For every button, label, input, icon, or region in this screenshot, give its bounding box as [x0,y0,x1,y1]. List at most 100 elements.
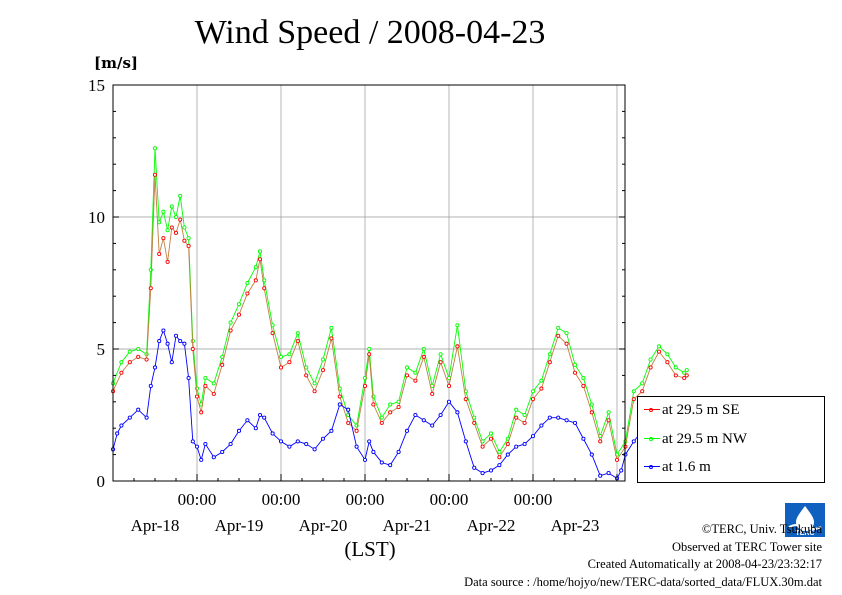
data-point [556,415,561,420]
data-point [505,452,510,457]
data-point [606,410,611,415]
data-point [178,193,183,198]
data-point [329,428,334,433]
data-point [220,449,225,455]
data-point [165,341,170,346]
data-point [262,286,267,291]
data-point [157,339,162,344]
data-point [656,349,662,354]
data-point [413,412,418,418]
data-point [295,339,300,344]
data-point [262,415,267,420]
data-point [152,146,158,151]
data-point [278,365,284,370]
legend-label-nw: at 29.5 m NW [662,430,747,447]
data-point [421,418,426,423]
data-point [119,423,124,428]
data-point [236,302,242,307]
data-point [367,439,372,444]
data-point [589,410,594,415]
data-point [673,373,678,378]
data-point [438,360,443,365]
data-point [656,344,662,349]
data-point [354,444,359,449]
data-point [547,415,552,420]
data-point [228,320,233,325]
data-point [152,172,158,177]
x-tick-date: Apr-23 [551,516,600,535]
data-point [572,362,578,367]
data-point [329,336,334,341]
data-point [287,444,292,449]
data-point [329,325,334,330]
data-point [148,383,153,389]
data-point [199,457,204,462]
y-tick-label: 5 [97,340,106,359]
data-point [388,463,393,468]
data-point [684,373,689,378]
data-point [488,468,494,473]
data-point [136,346,141,352]
data-point [257,257,263,262]
data-point [182,341,187,346]
legend-item-low: at 1.6 m [644,456,711,478]
data-point [220,362,225,367]
data-point [480,471,485,476]
data-point [169,204,174,209]
data-point [421,354,426,359]
data-point [173,230,179,235]
data-point [337,394,342,399]
credits-block: ©TERC, Univ. Tsukuba Observed at TERC To… [464,521,822,591]
legend-marker-se [644,407,660,412]
data-point [404,373,410,378]
data-point [119,360,124,365]
data-point [631,389,636,394]
data-point [488,436,494,441]
data-point [539,378,544,383]
data-point [648,357,653,362]
data-point [396,405,401,410]
x-tick-date: Apr-19 [215,516,264,535]
data-point [161,209,166,214]
data-point [278,354,284,359]
data-point [211,381,216,386]
data-point [165,228,170,233]
x-tick-time: 00:00 [178,490,217,509]
data-point [614,457,620,462]
series-line [112,174,688,462]
data-point [556,325,561,330]
data-point [430,391,435,396]
grid-layer [113,85,625,481]
x-tick-date: Apr-20 [299,516,348,535]
data-point [194,444,200,449]
data-point [404,365,410,370]
data-point [631,439,636,444]
data-point [682,370,687,375]
data-point [169,225,174,230]
x-tick-time: 00:00 [346,490,385,509]
data-point [606,418,611,423]
copyright-text: ©TERC, Univ. Tsukuba [701,522,822,536]
data-point [228,441,233,447]
data-point [186,375,191,381]
data-point [514,444,519,449]
data-point [438,352,443,357]
data-point [161,328,166,333]
data-point [203,375,208,381]
observed-text: Observed at TERC Tower site [671,539,822,554]
legend-label-se: at 29.5 m SE [662,401,740,418]
data-point [203,383,208,389]
data-point [455,344,460,349]
data-point [178,217,183,222]
data-point [514,407,519,412]
data-point [312,389,317,394]
logo-text: TERC [795,530,814,537]
data-point [522,420,527,425]
data-point [312,447,317,452]
data-point [421,346,426,352]
data-point [211,391,216,396]
data-point [346,420,351,425]
data-point [203,441,208,447]
data-point [497,449,502,455]
x-tick-time: 00:00 [262,490,301,509]
